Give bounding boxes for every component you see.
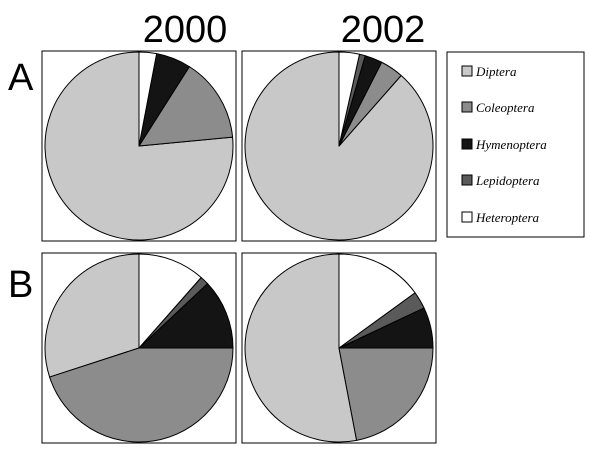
legend-swatch-lepidoptera xyxy=(461,174,473,186)
panel-frame-b-2002 xyxy=(241,252,437,444)
column-label-2002: 2002 xyxy=(341,9,426,51)
row-label-b: B xyxy=(8,264,33,306)
pie-slice-a-2002-heteroptera xyxy=(338,51,361,147)
panel-frame-a-2000 xyxy=(41,50,237,242)
pie-b-2002 xyxy=(244,253,434,443)
pie-slice-b-2000-hymenoptera xyxy=(138,283,234,349)
legend-label-diptera: Diptera xyxy=(475,64,517,79)
legend-label-coleoptera: Coleoptera xyxy=(476,100,535,115)
pie-a-2002 xyxy=(244,51,434,241)
pie-a-2000 xyxy=(44,51,234,241)
legend-label-heteroptera: Heteroptera xyxy=(475,210,540,225)
column-label-2000: 2000 xyxy=(143,9,228,51)
pie-slice-b-2002-diptera xyxy=(244,253,358,443)
legend-swatch-hymenoptera xyxy=(461,138,473,150)
legend-swatch-heteroptera xyxy=(461,211,473,223)
pie-slice-a-2000-diptera xyxy=(44,51,234,241)
panel-frame-a-2002 xyxy=(241,50,437,242)
legend-swatch-diptera xyxy=(461,65,473,77)
pie-slice-b-2002-coleoptera xyxy=(338,347,434,441)
pie-slice-b-2000-heteroptera xyxy=(138,253,202,349)
pie-slice-b-2002-heteroptera xyxy=(338,253,416,349)
row-label-a: A xyxy=(8,57,34,99)
legend-label-hymenoptera: Hymenoptera xyxy=(475,137,547,152)
legend: Diptera Coleoptera Hymenoptera Lepidopte… xyxy=(446,51,585,238)
legend-swatch-coleoptera xyxy=(461,101,473,113)
pie-slice-b-2000-diptera xyxy=(44,253,140,378)
panel-frame-b-2000 xyxy=(41,252,237,444)
pie-slice-a-2000-coleoptera xyxy=(138,66,234,147)
legend-label-lepidoptera: Lepidoptera xyxy=(475,173,540,188)
pie-slice-a-2000-heteroptera xyxy=(138,51,158,147)
pie-slice-b-2000-coleoptera xyxy=(49,347,234,443)
pie-b-2000 xyxy=(44,253,234,443)
